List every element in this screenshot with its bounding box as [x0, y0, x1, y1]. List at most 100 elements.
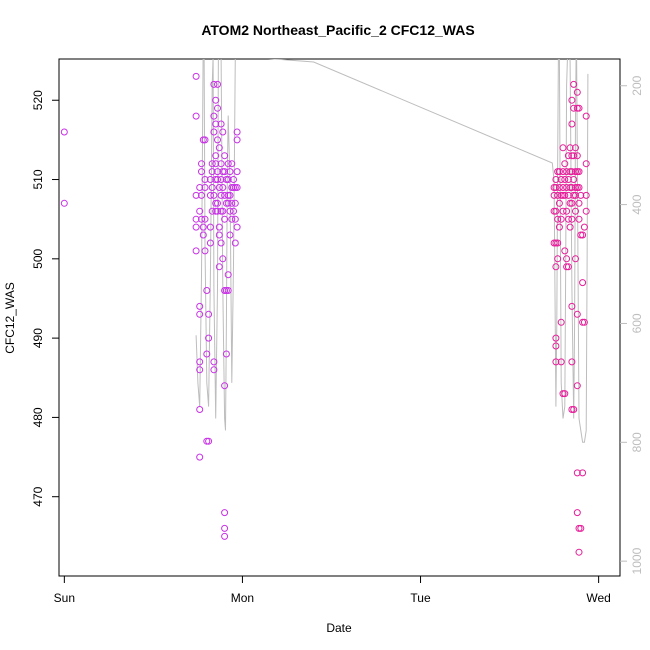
data-point	[570, 152, 578, 160]
data-point	[221, 382, 229, 390]
y2-tick-label: 400	[630, 194, 644, 214]
data-point	[559, 168, 567, 176]
data-point	[198, 168, 205, 176]
data-point	[564, 263, 572, 271]
data-point	[217, 239, 225, 247]
data-point	[221, 524, 229, 532]
y-tick-label: 480	[31, 407, 45, 427]
data-point	[205, 437, 213, 445]
data-point	[554, 255, 562, 263]
data-point	[563, 207, 571, 215]
data-point	[579, 231, 587, 239]
data-point	[198, 191, 205, 199]
data-point	[573, 382, 581, 390]
data-point	[203, 350, 211, 358]
data-point	[568, 215, 576, 223]
data-point	[564, 215, 572, 223]
data-point	[208, 184, 216, 191]
data-point	[214, 176, 221, 183]
data-point	[201, 247, 209, 255]
data-point	[554, 215, 562, 223]
data-point	[212, 96, 220, 104]
data-point	[196, 207, 204, 215]
data-point	[568, 358, 576, 366]
data-point	[573, 310, 581, 318]
data-point	[221, 215, 229, 223]
data-point	[559, 184, 567, 191]
data-point	[580, 318, 588, 326]
data-point	[579, 279, 587, 287]
y-tick-label: 510	[31, 169, 45, 189]
data-point	[203, 287, 211, 294]
data-point	[561, 247, 569, 255]
data-point	[221, 509, 229, 517]
y2-tick-label: 200	[630, 75, 644, 95]
data-point	[552, 184, 560, 191]
data-point	[192, 215, 200, 223]
data-point	[214, 136, 221, 144]
data-point	[568, 302, 576, 310]
data-point	[221, 168, 229, 176]
y-tick-label: 490	[31, 328, 45, 348]
data-point	[226, 231, 234, 239]
data-point	[212, 152, 220, 160]
data-point	[568, 120, 576, 128]
data-point	[214, 168, 221, 176]
data-point	[226, 168, 234, 176]
data-point	[557, 176, 565, 183]
data-point	[573, 469, 581, 477]
data-point	[233, 136, 241, 144]
data-point	[564, 191, 572, 199]
data-point	[212, 160, 220, 168]
data-point	[196, 406, 204, 413]
data-point	[561, 191, 569, 199]
data-point	[552, 358, 560, 366]
x-tick-label: Wed	[586, 591, 610, 605]
data-point	[212, 120, 220, 128]
data-point	[214, 104, 221, 112]
data-point	[215, 223, 223, 231]
data-point	[552, 263, 560, 271]
y-tick-label: 520	[31, 90, 45, 110]
data-point	[215, 231, 223, 239]
data-point	[198, 215, 205, 223]
data-point	[224, 271, 232, 279]
data-point	[575, 215, 583, 223]
data-point	[215, 263, 223, 271]
data-point	[217, 191, 225, 199]
data-point	[210, 191, 218, 199]
data-point	[555, 199, 563, 207]
data-point	[575, 199, 583, 207]
data-point	[210, 366, 218, 374]
data-point	[568, 184, 576, 191]
data-point	[192, 191, 200, 199]
data-point	[582, 191, 590, 199]
data-point	[196, 453, 204, 461]
data-point	[221, 152, 229, 160]
data-point	[559, 207, 567, 215]
data-point	[231, 199, 239, 207]
data-point	[557, 215, 565, 223]
data-point	[199, 223, 207, 231]
data-point	[230, 176, 237, 183]
data-point	[224, 176, 232, 183]
data-point	[215, 184, 223, 191]
data-point	[552, 334, 560, 342]
data-point	[554, 191, 562, 199]
data-point	[555, 168, 563, 176]
data-point	[215, 144, 223, 152]
data-point	[559, 144, 567, 152]
data-point	[582, 207, 590, 215]
data-point	[206, 239, 214, 247]
data-point	[217, 160, 225, 168]
y2-tick-label: 1000	[630, 547, 644, 574]
y2-tick-label: 800	[630, 432, 644, 452]
data-point	[566, 144, 574, 152]
data-point	[568, 168, 576, 176]
x-tick-label: Sun	[54, 591, 75, 605]
data-point	[217, 120, 225, 128]
data-point	[224, 160, 232, 168]
data-point	[208, 168, 216, 176]
data-point	[572, 255, 579, 263]
y-axis-label: CFC12_WAS	[3, 282, 17, 354]
